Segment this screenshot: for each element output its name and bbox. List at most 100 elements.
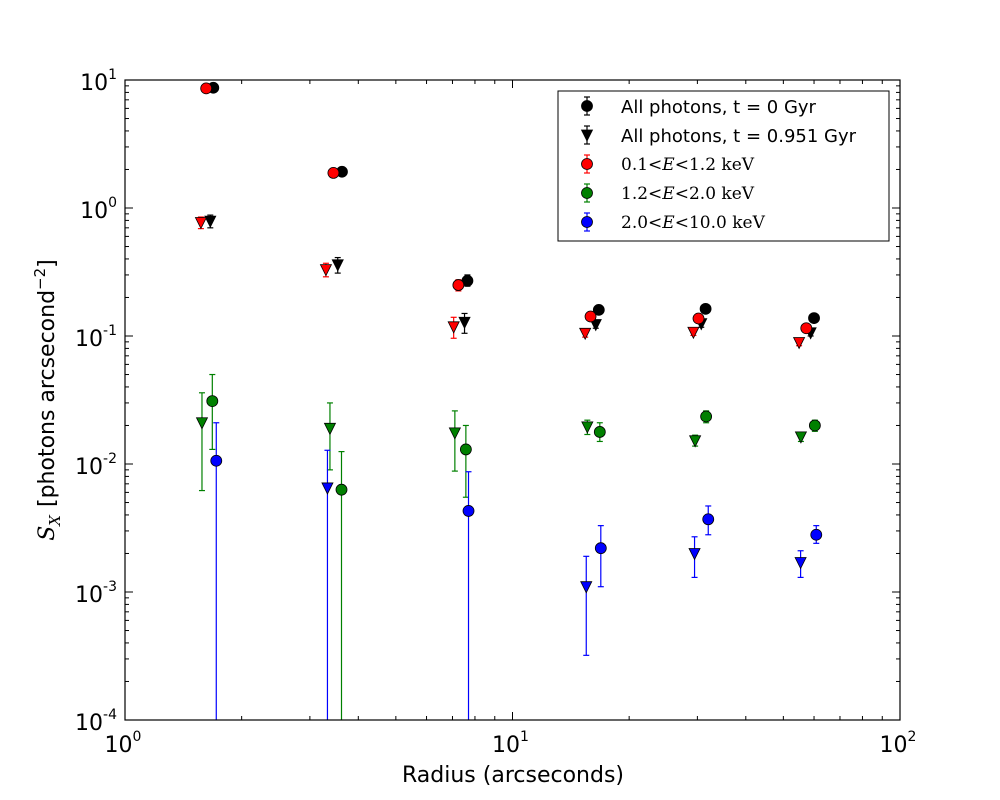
data-point-circle xyxy=(459,443,472,456)
y-tick-label: 10-3 xyxy=(75,579,117,608)
data-point-circle xyxy=(200,82,213,95)
legend-label: All photons, t = 0.951 Gyr xyxy=(621,126,857,147)
data-point-triangle xyxy=(447,321,460,334)
y-axis-units-close: ] xyxy=(35,259,60,268)
data-point-circle xyxy=(206,395,219,408)
data-point-circle xyxy=(810,528,823,541)
data-point-triangle xyxy=(204,215,217,228)
data-point-triangle xyxy=(319,264,333,277)
data-point-triangle xyxy=(688,548,701,561)
y-tick-label: 10-2 xyxy=(75,451,117,480)
legend-label-part: < xyxy=(675,184,689,204)
legend-label-part: < xyxy=(648,155,662,175)
x-tick-label-base: 10 xyxy=(492,733,520,758)
data-point-triangle xyxy=(458,316,471,330)
data-point-triangle xyxy=(794,431,808,444)
x-tick-label: 100 xyxy=(105,729,142,758)
y-axis-subscript: X xyxy=(46,514,64,527)
legend: All photons, t = 0 Gyr All photons, t = 0… xyxy=(557,90,890,242)
y-tick-label-exponent: -3 xyxy=(103,579,117,595)
data-point-circle xyxy=(593,426,606,438)
label-layer: Radius (arcseconds) SX [photons arcsecond… xyxy=(31,67,916,788)
legend-label-part: E xyxy=(661,155,675,175)
y-tick-label: 10-4 xyxy=(75,707,117,736)
series-7 xyxy=(194,216,806,350)
legend-box xyxy=(557,90,890,242)
data-point-circle xyxy=(335,483,348,496)
legend-label-part: 1.2 xyxy=(689,155,716,175)
data-point-circle xyxy=(702,513,715,526)
x-tick-label-exponent: 0 xyxy=(133,729,142,745)
y-tick-label-base: 10 xyxy=(75,583,103,608)
legend-label-part: keV xyxy=(716,155,755,175)
legend-label-part: 0.1 xyxy=(621,155,648,175)
legend-label-part: 1.2 xyxy=(621,184,648,204)
legend-label-part: < xyxy=(648,184,662,204)
legend-label-part: < xyxy=(648,213,662,233)
y-tick-label: 100 xyxy=(80,195,117,224)
y-tick-label-base: 10 xyxy=(75,711,103,736)
legend-label-part: < xyxy=(675,213,689,233)
legend-label-part: < xyxy=(675,155,689,175)
y-tick-label-exponent: 1 xyxy=(108,67,117,83)
legend-label-part: keV xyxy=(727,213,766,233)
data-point-circle xyxy=(327,167,340,179)
series-3 xyxy=(206,373,821,720)
data-point-triangle xyxy=(448,427,462,440)
data-point-circle xyxy=(210,454,223,467)
y-tick-label-base: 10 xyxy=(80,199,108,224)
data-point-triangle xyxy=(579,327,592,341)
data-point-circle xyxy=(592,303,605,316)
x-tick-label-exponent: 1 xyxy=(520,729,529,745)
data-point-triangle xyxy=(794,557,807,570)
data-point-circle xyxy=(692,312,705,325)
y-axis-units-exponent: −2 xyxy=(31,268,49,290)
y-tick-label: 101 xyxy=(80,67,117,96)
data-point-triangle xyxy=(194,217,208,230)
y-axis-symbol: S xyxy=(35,526,60,541)
data-point-circle xyxy=(699,302,712,315)
data-point-triangle xyxy=(580,581,593,594)
y-tick-label: 10-1 xyxy=(75,323,117,352)
x-tick-label: 102 xyxy=(880,729,917,758)
legend-label-part: E xyxy=(661,184,675,204)
x-tick-label-base: 10 xyxy=(105,733,133,758)
y-tick-label-base: 10 xyxy=(80,71,108,96)
x-axis-label: Radius (arcseconds) xyxy=(402,763,624,788)
y-tick-label-exponent: 0 xyxy=(108,195,117,211)
data-point-circle xyxy=(808,312,820,324)
y-tick-label-exponent: -2 xyxy=(103,451,117,467)
y-tick-label-base: 10 xyxy=(75,455,103,480)
data-point-triangle xyxy=(195,417,209,430)
legend-label: 0.1<E<1.2 keV xyxy=(621,155,755,175)
data-point-triangle xyxy=(792,337,806,350)
y-axis-label: SX [photons arcsecond−2] xyxy=(31,259,64,541)
series-5 xyxy=(195,392,808,492)
plot-frame xyxy=(124,79,901,721)
legend-label-part: keV xyxy=(716,184,755,204)
data-point-circle xyxy=(700,410,713,423)
y-tick-label-base: 10 xyxy=(75,327,103,352)
data-point-circle xyxy=(800,322,813,335)
series-6 xyxy=(321,449,807,720)
legend-label-part: E xyxy=(661,213,675,233)
y-tick-label-exponent: -1 xyxy=(103,323,117,339)
legend-label-part: 10.0 xyxy=(689,213,727,233)
data-point-triangle xyxy=(321,482,334,495)
data-point-triangle xyxy=(688,435,702,448)
series-2 xyxy=(200,82,813,335)
data-point-triangle xyxy=(581,421,594,434)
data-layer xyxy=(194,81,823,720)
legend-label-part: 2.0 xyxy=(621,213,648,233)
data-point-circle xyxy=(808,419,821,432)
legend-marker xyxy=(581,187,593,199)
legend-label-part: 2.0 xyxy=(689,184,716,204)
data-point-circle xyxy=(594,542,607,555)
data-point-triangle xyxy=(323,422,337,436)
x-tick-label-base: 10 xyxy=(880,733,908,758)
data-point-circle xyxy=(462,505,475,517)
legend-label: 1.2<E<2.0 keV xyxy=(621,184,755,204)
legend-marker xyxy=(580,129,594,142)
legend-marker xyxy=(581,216,593,228)
